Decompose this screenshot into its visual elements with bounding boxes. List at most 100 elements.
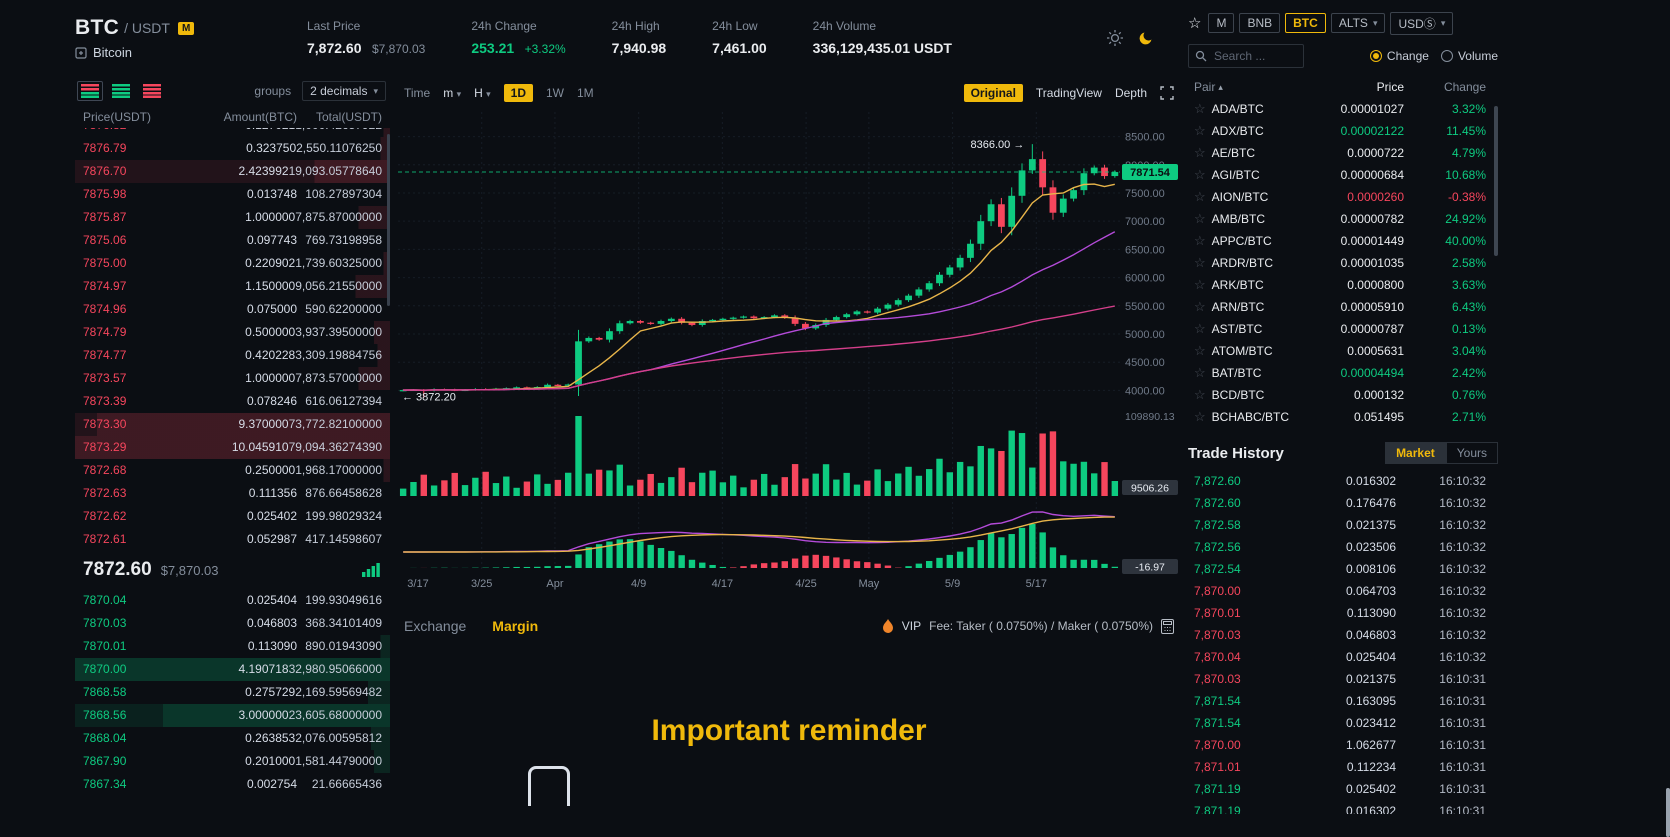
orderbook-ask-row[interactable]: 7872.61 0.052987 417.14598607 <box>75 528 390 551</box>
orderbook-bid-row[interactable]: 7867.34 0.002754 21.66665436 <box>75 773 390 796</box>
trade-time: 16:10:31 <box>1439 804 1486 814</box>
market-pair-row[interactable]: ☆ ADX/BTC 0.00002122 11.45% <box>1188 120 1498 142</box>
market-pair-row[interactable]: ☆ APPC/BTC 0.00001449 40.00% <box>1188 230 1498 252</box>
trade-price: 7,870.01 <box>1194 606 1241 620</box>
market-pair-row[interactable]: ☆ AION/BTC 0.0000260 -0.38% <box>1188 186 1498 208</box>
favorite-star-icon[interactable]: ☆ <box>1194 167 1206 182</box>
sun-icon[interactable] <box>1106 29 1124 47</box>
calculator-icon[interactable] <box>1161 618 1174 634</box>
market-pair-row[interactable]: ☆ ATOM/BTC 0.0005631 3.04% <box>1188 340 1498 362</box>
favorite-star-icon[interactable]: ☆ <box>1194 409 1206 424</box>
favorite-star-icon[interactable]: ☆ <box>1194 101 1206 116</box>
interval-minutes-dropdown[interactable]: m ▾ <box>443 86 461 100</box>
orderbook-ask-row[interactable]: 7875.06 0.097743 769.73198958 <box>75 229 390 252</box>
last-price-row[interactable]: 7872.60 $7,870.03 <box>75 551 390 589</box>
orderbook-ask-row[interactable]: 7873.39 0.078246 616.06127394 <box>75 390 390 413</box>
tab-margin[interactable]: Margin <box>492 618 539 634</box>
orderbook-bid-row[interactable]: 7870.03 0.046803 368.34101409 <box>75 612 390 635</box>
orderbook-ask-row[interactable]: 7875.00 0.220902 1,739.60325000 <box>75 252 390 275</box>
tab-your-trades[interactable]: Yours <box>1445 442 1498 464</box>
orderbook-ask-row[interactable]: 7873.30 9.370000 73,772.82100000 <box>75 413 390 436</box>
decimals-dropdown[interactable]: 2 decimals ▾ <box>302 81 386 101</box>
orderbook-bid-row[interactable]: 7868.04 0.263853 2,076.00595812 <box>75 727 390 750</box>
orderbook-ask-row[interactable]: 7874.77 0.420228 3,309.19884756 <box>75 344 390 367</box>
search-box[interactable] <box>1188 44 1304 68</box>
tab-bnb-markets[interactable]: BNB <box>1239 13 1281 33</box>
favorites-star-icon[interactable]: ☆ <box>1188 15 1202 32</box>
depth-view-asks-icon[interactable] <box>139 81 165 101</box>
market-pair-row[interactable]: ☆ AST/BTC 0.00000787 0.13% <box>1188 318 1498 340</box>
market-pair-row[interactable]: ☆ BCD/BTC 0.000132 0.76% <box>1188 384 1498 406</box>
orderbook-ask-row[interactable]: 7876.70 2.423992 19,093.05778640 <box>75 160 390 183</box>
market-pair-row[interactable]: ☆ BCHABC/BTC 0.051495 2.71% <box>1188 406 1498 428</box>
orderbook-bid-row[interactable]: 7870.04 0.025404 199.93049616 <box>75 589 390 612</box>
favorite-star-icon[interactable]: ☆ <box>1194 277 1206 292</box>
tab-exchange[interactable]: Exchange <box>404 618 467 634</box>
favorite-star-icon[interactable]: ☆ <box>1194 211 1206 226</box>
orderbook-bid-row[interactable]: 7868.56 3.000000 23,605.68000000 <box>75 704 390 727</box>
col-change[interactable]: Change <box>1443 80 1486 94</box>
orderbook-scrollbar[interactable] <box>387 134 390 306</box>
market-pair-row[interactable]: ☆ ADA/BTC 0.00001027 3.32% <box>1188 98 1498 120</box>
favorite-star-icon[interactable]: ☆ <box>1194 123 1206 138</box>
market-pair-row[interactable]: ☆ ARN/BTC 0.00005910 6.43% <box>1188 296 1498 318</box>
tab-btc-markets[interactable]: BTC <box>1285 13 1326 33</box>
orderbook-bid-row[interactable]: 7867.90 0.201000 1,581.44790000 <box>75 750 390 773</box>
depth-view-bids-icon[interactable] <box>108 81 134 101</box>
trade-amount: 0.016302 <box>1345 474 1396 488</box>
fullscreen-icon[interactable] <box>1160 86 1174 100</box>
favorite-star-icon[interactable]: ☆ <box>1194 343 1206 358</box>
orderbook-ask-row[interactable]: 7875.87 1.000000 7,875.87000000 <box>75 206 390 229</box>
orderbook-ask-row[interactable]: 7876.79 0.323750 2,550.11076250 <box>75 137 390 160</box>
favorite-star-icon[interactable]: ☆ <box>1194 365 1206 380</box>
orderbook-ask-row[interactable]: 7874.97 1.150000 9,056.21550000 <box>75 275 390 298</box>
favorite-star-icon[interactable]: ☆ <box>1194 321 1206 336</box>
market-pair-row[interactable]: ☆ AMB/BTC 0.00000782 24.92% <box>1188 208 1498 230</box>
orderbook-ask-row[interactable]: 7874.79 0.500000 3,937.39500000 <box>75 321 390 344</box>
tab-usds-markets[interactable]: USDⓈ ▾ <box>1390 11 1454 35</box>
tab-margin-markets[interactable]: M <box>1208 13 1235 33</box>
orderbook-ask-row[interactable]: 7874.96 0.075000 590.62200000 <box>75 298 390 321</box>
interval-hours-dropdown[interactable]: H ▾ <box>474 86 491 100</box>
favorite-star-icon[interactable]: ☆ <box>1194 189 1206 204</box>
favorite-star-icon[interactable]: ☆ <box>1194 145 1206 160</box>
favorite-star-icon[interactable]: ☆ <box>1194 299 1206 314</box>
depth-chart-icon[interactable] <box>362 563 380 577</box>
market-pair-row[interactable]: ☆ ARK/BTC 0.0000800 3.63% <box>1188 274 1498 296</box>
market-pair-row[interactable]: ☆ AE/BTC 0.0000722 4.79% <box>1188 142 1498 164</box>
orderbook-ask-row[interactable]: 7872.63 0.111356 876.66458628 <box>75 482 390 505</box>
tab-market-trades[interactable]: Market <box>1385 442 1446 464</box>
view-original-button[interactable]: Original <box>963 84 1023 102</box>
orderbook-ask-row[interactable]: 7876.820.1270211,000.42657922 <box>75 128 390 137</box>
orderbook-ask-row[interactable]: 7875.98 0.013748 108.27897304 <box>75 183 390 206</box>
orderbook-bid-row[interactable]: 7870.01 0.113090 890.01943090 <box>75 635 390 658</box>
radio-change[interactable]: Change <box>1369 49 1429 63</box>
pairs-scrollbar[interactable] <box>1494 106 1498 256</box>
market-pair-row[interactable]: ☆ BAT/BTC 0.00004494 2.42% <box>1188 362 1498 384</box>
view-depth-button[interactable]: Depth <box>1114 86 1147 100</box>
col-pair[interactable]: Pair ▴ <box>1188 80 1312 94</box>
favorite-star-icon[interactable]: ☆ <box>1194 233 1206 248</box>
interval-1m-button[interactable]: 1M <box>577 86 594 100</box>
orderbook-ask-row[interactable]: 7872.68 0.250000 1,968.17000000 <box>75 459 390 482</box>
orderbook-ask-row[interactable]: 7873.29 10.045910 79,094.36274390 <box>75 436 390 459</box>
tab-alts-markets[interactable]: ALTS ▾ <box>1330 13 1386 33</box>
market-pair-row[interactable]: ☆ ARDR/BTC 0.00001035 2.58% <box>1188 252 1498 274</box>
interval-1w-button[interactable]: 1W <box>546 86 564 100</box>
col-price[interactable]: Price <box>1376 80 1404 94</box>
orderbook-bid-row[interactable]: 7868.58 0.275729 2,169.59569482 <box>75 681 390 704</box>
favorite-star-icon[interactable]: ☆ <box>1194 387 1206 402</box>
orderbook-bid-row[interactable]: 7870.00 4.190718 32,980.95066000 <box>75 658 390 681</box>
page-scrollbar[interactable] <box>1666 788 1670 837</box>
orderbook-ask-row[interactable]: 7872.62 0.025402 199.98029324 <box>75 505 390 528</box>
market-pair-row[interactable]: ☆ AGI/BTC 0.00000684 10.68% <box>1188 164 1498 186</box>
radio-volume[interactable]: Volume <box>1440 49 1498 63</box>
candlestick-chart[interactable]: 8500.008000.007500.007000.006500.006000.… <box>398 108 1180 576</box>
favorite-star-icon[interactable]: ☆ <box>1194 255 1206 270</box>
moon-icon[interactable] <box>1138 30 1154 46</box>
orderbook-ask-row[interactable]: 7873.57 1.000000 7,873.57000000 <box>75 367 390 390</box>
interval-1d-button[interactable]: 1D <box>503 84 533 102</box>
depth-view-both-icon[interactable] <box>77 81 103 101</box>
search-input[interactable] <box>1212 48 1297 64</box>
view-tradingview-button[interactable]: TradingView <box>1035 86 1102 100</box>
